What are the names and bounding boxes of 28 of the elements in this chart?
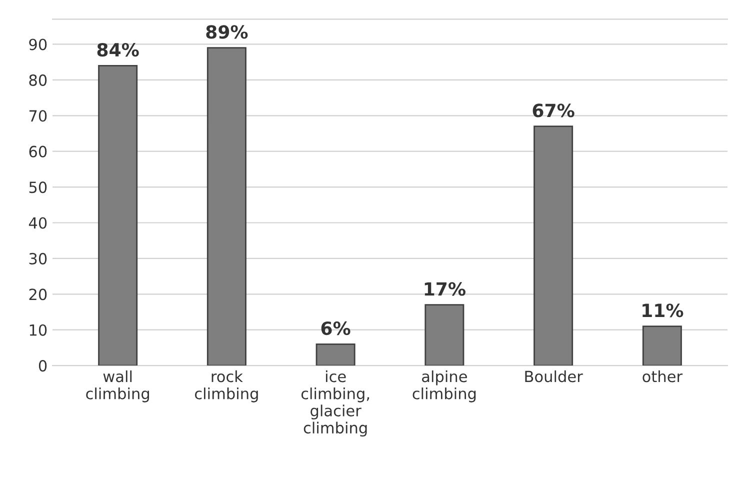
y-tick-label: 60 xyxy=(29,146,47,158)
data-label: 84% xyxy=(97,42,139,57)
bar xyxy=(206,47,246,366)
bar xyxy=(534,126,574,366)
x-tick-label: wall climbing xyxy=(86,370,149,402)
data-label: 17% xyxy=(424,282,466,296)
y-tick-label: 10 xyxy=(30,324,47,336)
data-label: 89% xyxy=(206,25,248,39)
y-tick-label: 30 xyxy=(29,252,47,264)
x-tick-label: ice climbing, glacier climbing xyxy=(301,370,370,437)
y-tick-label: 80 xyxy=(29,74,47,86)
bar xyxy=(98,64,138,366)
y-tick-label: 50 xyxy=(29,182,47,194)
data-label: 11% xyxy=(642,304,684,318)
bar xyxy=(642,326,682,366)
x-tick-label: alpine climbing xyxy=(412,370,476,402)
bar xyxy=(424,304,464,366)
y-tick-label: 40 xyxy=(28,217,47,229)
x-tick-label: other xyxy=(642,370,683,382)
bar xyxy=(316,343,356,366)
x-tick-label: rock climbing xyxy=(194,370,258,402)
x-tick-label: Boulder xyxy=(525,370,583,382)
y-tick-label: 20 xyxy=(29,288,47,300)
y-tick-label: 0 xyxy=(38,360,47,372)
data-label: 67% xyxy=(532,104,574,118)
y-tick-label: 70 xyxy=(29,110,47,122)
y-tick-label: 90 xyxy=(29,38,47,50)
data-label: 6% xyxy=(321,321,350,336)
